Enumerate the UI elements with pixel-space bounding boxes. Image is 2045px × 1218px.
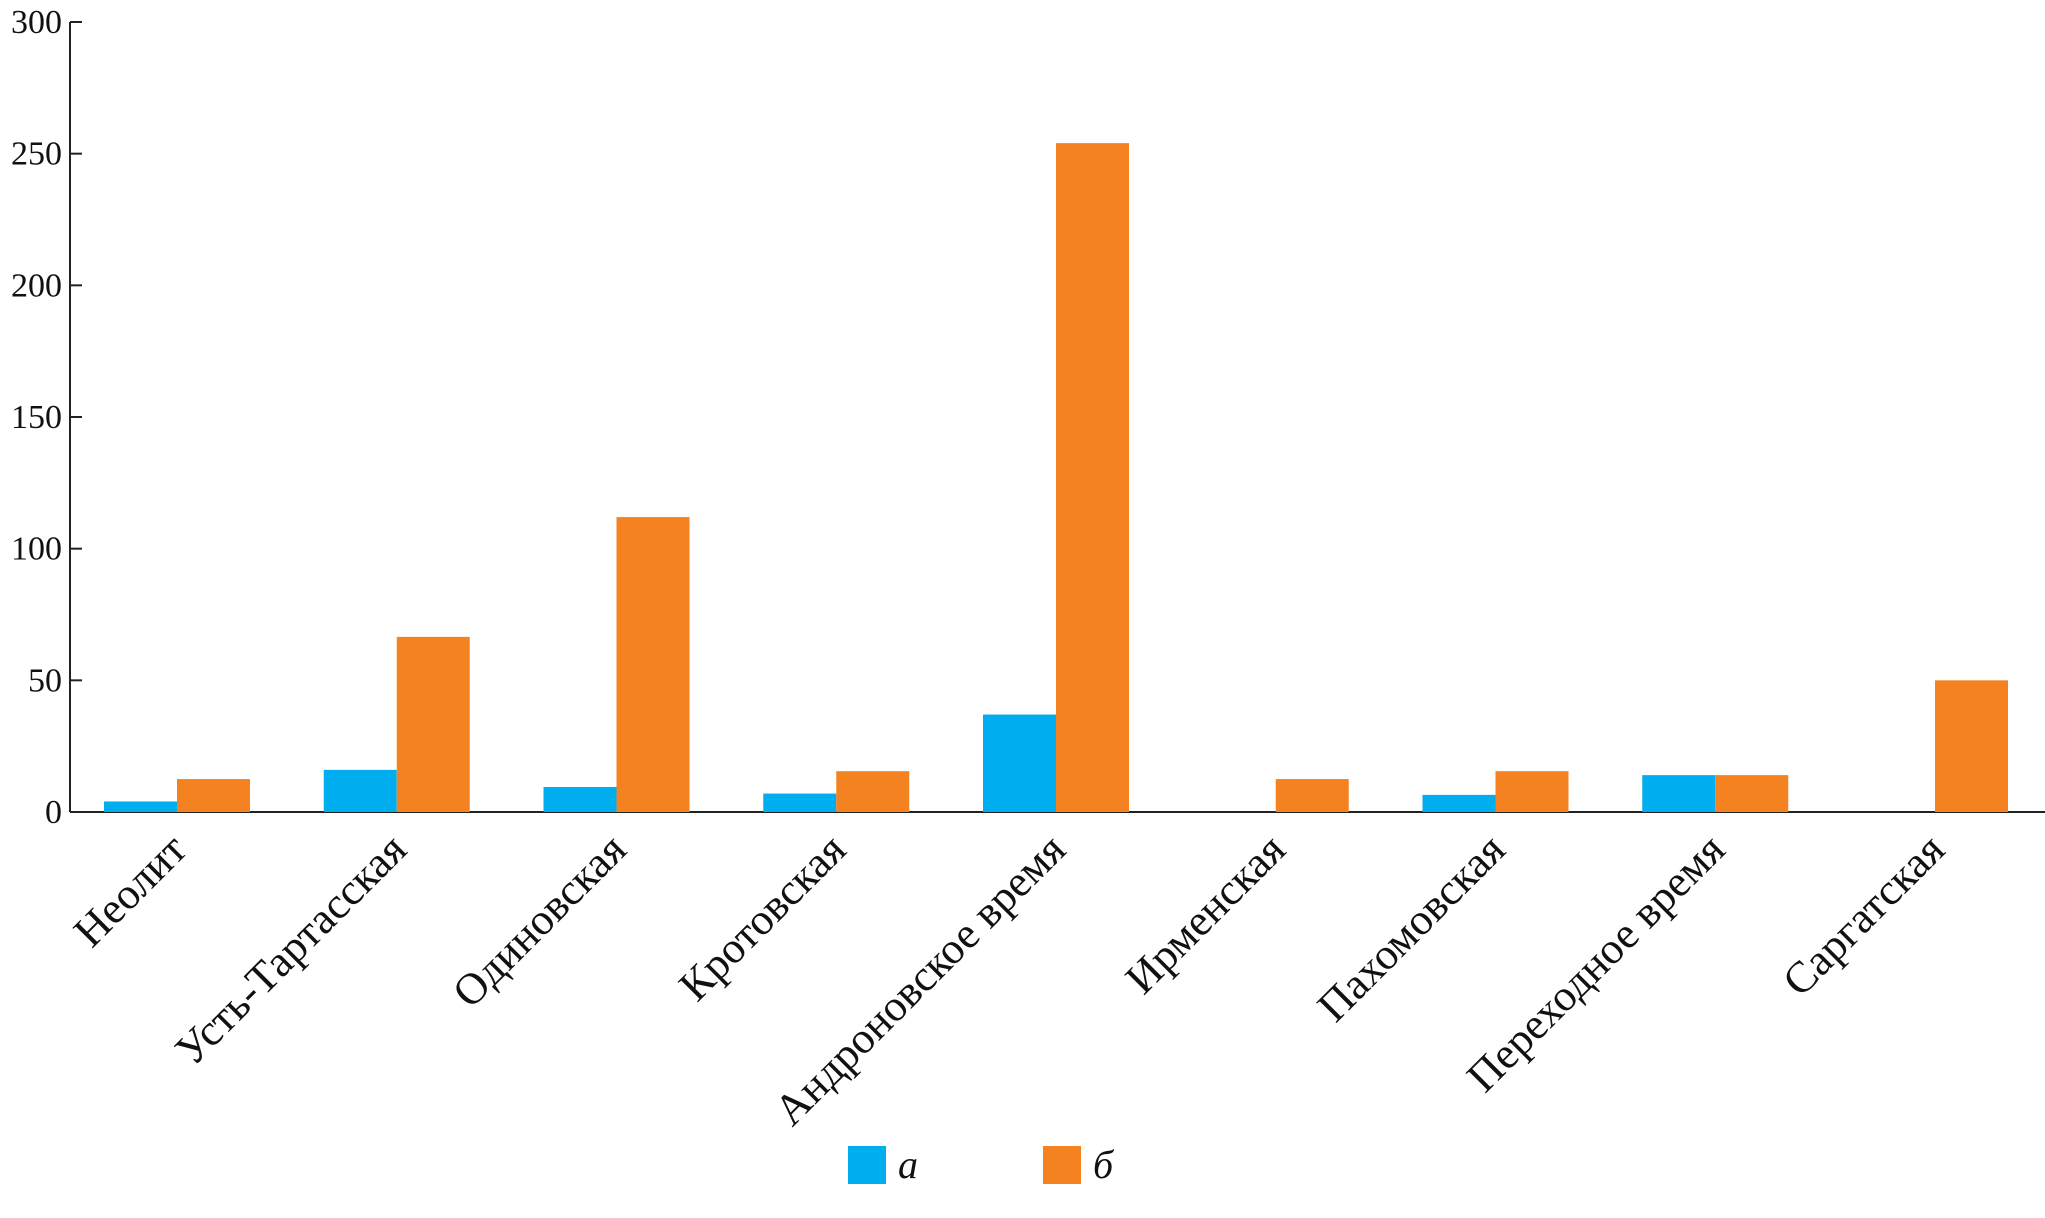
- y-tick-label: 100: [11, 531, 62, 568]
- y-tick-label: 50: [28, 662, 62, 699]
- bar-a-3: [763, 793, 837, 812]
- x-category-label: Ирменская: [1116, 824, 1295, 1003]
- bar-b-8: [1935, 680, 2008, 812]
- x-category-label: Усть-Тартасская: [166, 824, 416, 1074]
- bar-b-1: [396, 636, 470, 812]
- bar-a-0: [104, 801, 177, 812]
- y-tick-label: 150: [11, 399, 62, 436]
- bar-b-0: [177, 779, 250, 812]
- legend-label-a: а: [898, 1142, 918, 1187]
- y-tick-label: 200: [11, 267, 62, 304]
- x-category-label: Пахомовская: [1308, 824, 1515, 1031]
- bar-a-6: [1422, 794, 1496, 812]
- bar-a-1: [323, 769, 397, 812]
- y-tick-label: 0: [45, 794, 62, 831]
- x-category-label: Кротовская: [669, 824, 855, 1010]
- legend-swatch-a: [848, 1146, 886, 1184]
- y-tick-label: 250: [11, 136, 62, 173]
- legend-label-b: б: [1093, 1142, 1115, 1187]
- legend-swatch-b: [1043, 1146, 1081, 1184]
- y-tick-label: 300: [11, 4, 62, 41]
- bar-b-6: [1495, 771, 1569, 812]
- bar-b-2: [616, 517, 690, 812]
- bar-a-7: [1642, 775, 1716, 812]
- bar-a-2: [543, 786, 617, 812]
- x-category-label: Одиновская: [443, 824, 635, 1016]
- x-category-label: Неолит: [64, 824, 196, 956]
- bar-b-7: [1715, 775, 1789, 812]
- bars: [104, 143, 2008, 813]
- bar-b-4: [1056, 143, 1129, 813]
- x-category-label: Саргатская: [1773, 824, 1954, 1005]
- axes: 0 50 100 150 200 250 300: [11, 4, 2045, 831]
- bar-a-4: [983, 714, 1056, 812]
- bar-b-3: [836, 771, 910, 812]
- bar-b-5: [1275, 779, 1349, 812]
